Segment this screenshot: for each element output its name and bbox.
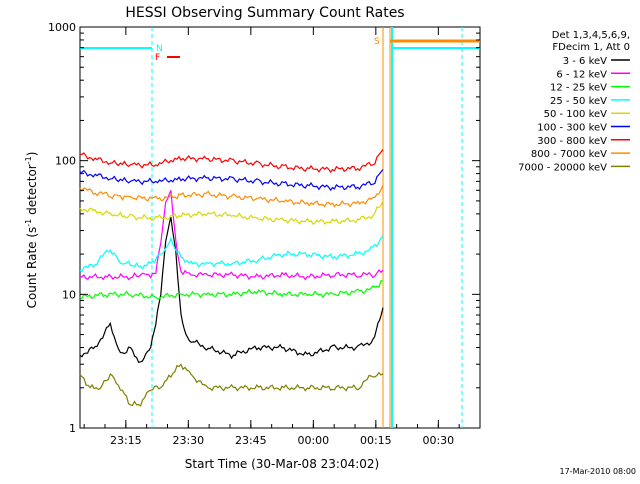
legend-entry-label: 300 - 800 keV [537,136,607,147]
series-line [79,236,384,273]
plot-frame [79,26,481,429]
series-line [79,169,384,192]
legend-entry-label: 6 - 12 keV [556,69,607,80]
y-axis-label-end: ) [25,152,39,157]
legend-entry-label: 800 - 7000 keV [531,149,607,160]
x-tick-label: 23:45 [235,434,267,447]
series-line [79,280,384,300]
y-axis-ticks: 1 10 100 1000 [48,21,480,435]
y-tick-label: 100 [55,155,76,168]
state-label: S [374,37,380,47]
series-line [79,200,384,226]
legend-entry-label: 3 - 6 keV [563,56,607,67]
legend-entry-label: 50 - 100 keV [544,109,608,120]
y-tick-label: 1 [69,422,76,435]
y-axis-label-main: Count Rate (s [25,227,39,309]
legend-entry-label: 12 - 25 keV [550,83,607,94]
y-axis-label-mid: detector [25,164,39,219]
chart-title: HESSI Observing Summary Count Rates [125,5,404,21]
x-tick-label: 00:15 [360,434,392,447]
legend: Det 1,3,4,5,6,9,FDecim 1, Att 0 3 - 6 keV… [518,30,630,173]
series-line [79,149,384,174]
x-axis-ticks: 23:15 23:30 23:45 00:00 00:15 00:30 [83,27,460,447]
state-label: F [155,53,160,63]
legend-entry-label: 100 - 300 keV [537,123,607,134]
plot-area: NF S [79,26,481,429]
y-axis-label-sup1: -1 [24,219,33,227]
legend-entry-label: 7000 - 20000 keV [518,162,607,173]
x-tick-label: 00:30 [422,434,454,447]
x-axis-label: Start Time (30-Mar-08 23:04:02) [185,457,379,471]
state-label: N [156,44,163,54]
x-tick-label: 23:30 [172,434,204,447]
timestamp: 17-Mar-2010 08:00 [560,467,637,476]
series-line [79,363,384,407]
series-line [79,216,384,364]
x-tick-label: 00:00 [297,434,329,447]
y-axis-label-sup2: -1 [24,156,33,164]
legend-header: Det 1,3,4,5,6,9, [552,30,630,41]
y-tick-label: 1000 [48,21,76,34]
y-tick-label: 10 [62,288,76,301]
series-line [79,184,384,208]
series-line [79,190,384,281]
legend-entry-label: 25 - 50 keV [550,96,607,107]
legend-header: FDecim 1, Att 0 [552,42,630,53]
y-axis-label: Count Rate (s-1 detector-1) [24,152,39,309]
x-tick-label: 23:15 [110,434,142,447]
